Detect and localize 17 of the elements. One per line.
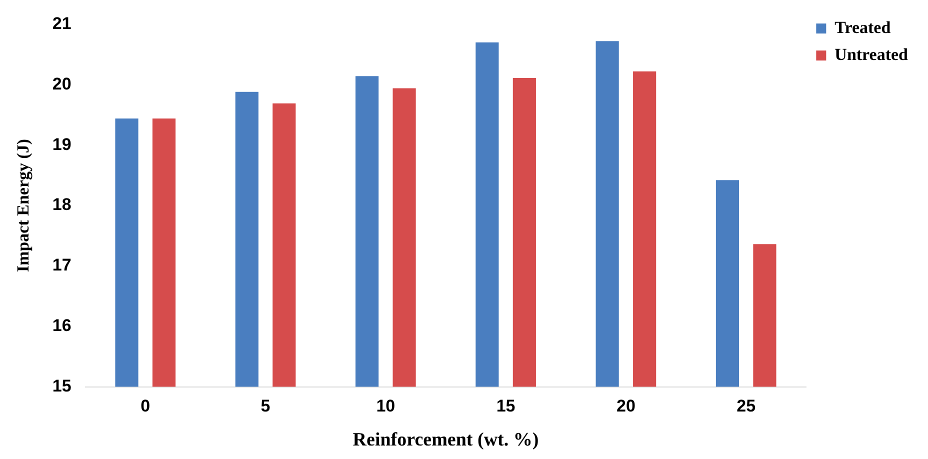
y-tick-label: 18 <box>52 195 72 214</box>
legend-label: Treated <box>834 18 892 37</box>
x-tick-label: 0 <box>140 396 150 416</box>
x-axis-title: Reinforcement (wt. %) <box>352 430 539 451</box>
y-tick-label: 19 <box>52 134 72 154</box>
y-tick-label: 16 <box>52 316 72 336</box>
x-tick-label: 5 <box>260 396 270 416</box>
y-axis-title: Impact Energy (J) <box>14 138 33 272</box>
y-tick-label: 20 <box>52 74 72 94</box>
x-tick-label: 20 <box>616 396 636 416</box>
x-tick-label: 25 <box>736 396 756 416</box>
y-tick-label: 15 <box>52 376 72 396</box>
x-tick-label: 10 <box>376 396 396 416</box>
y-tick-label: 17 <box>52 256 72 275</box>
x-tick-label: 15 <box>496 396 516 416</box>
y-tick-label: 21 <box>52 14 72 33</box>
legend-label: Untreated <box>834 44 909 64</box>
